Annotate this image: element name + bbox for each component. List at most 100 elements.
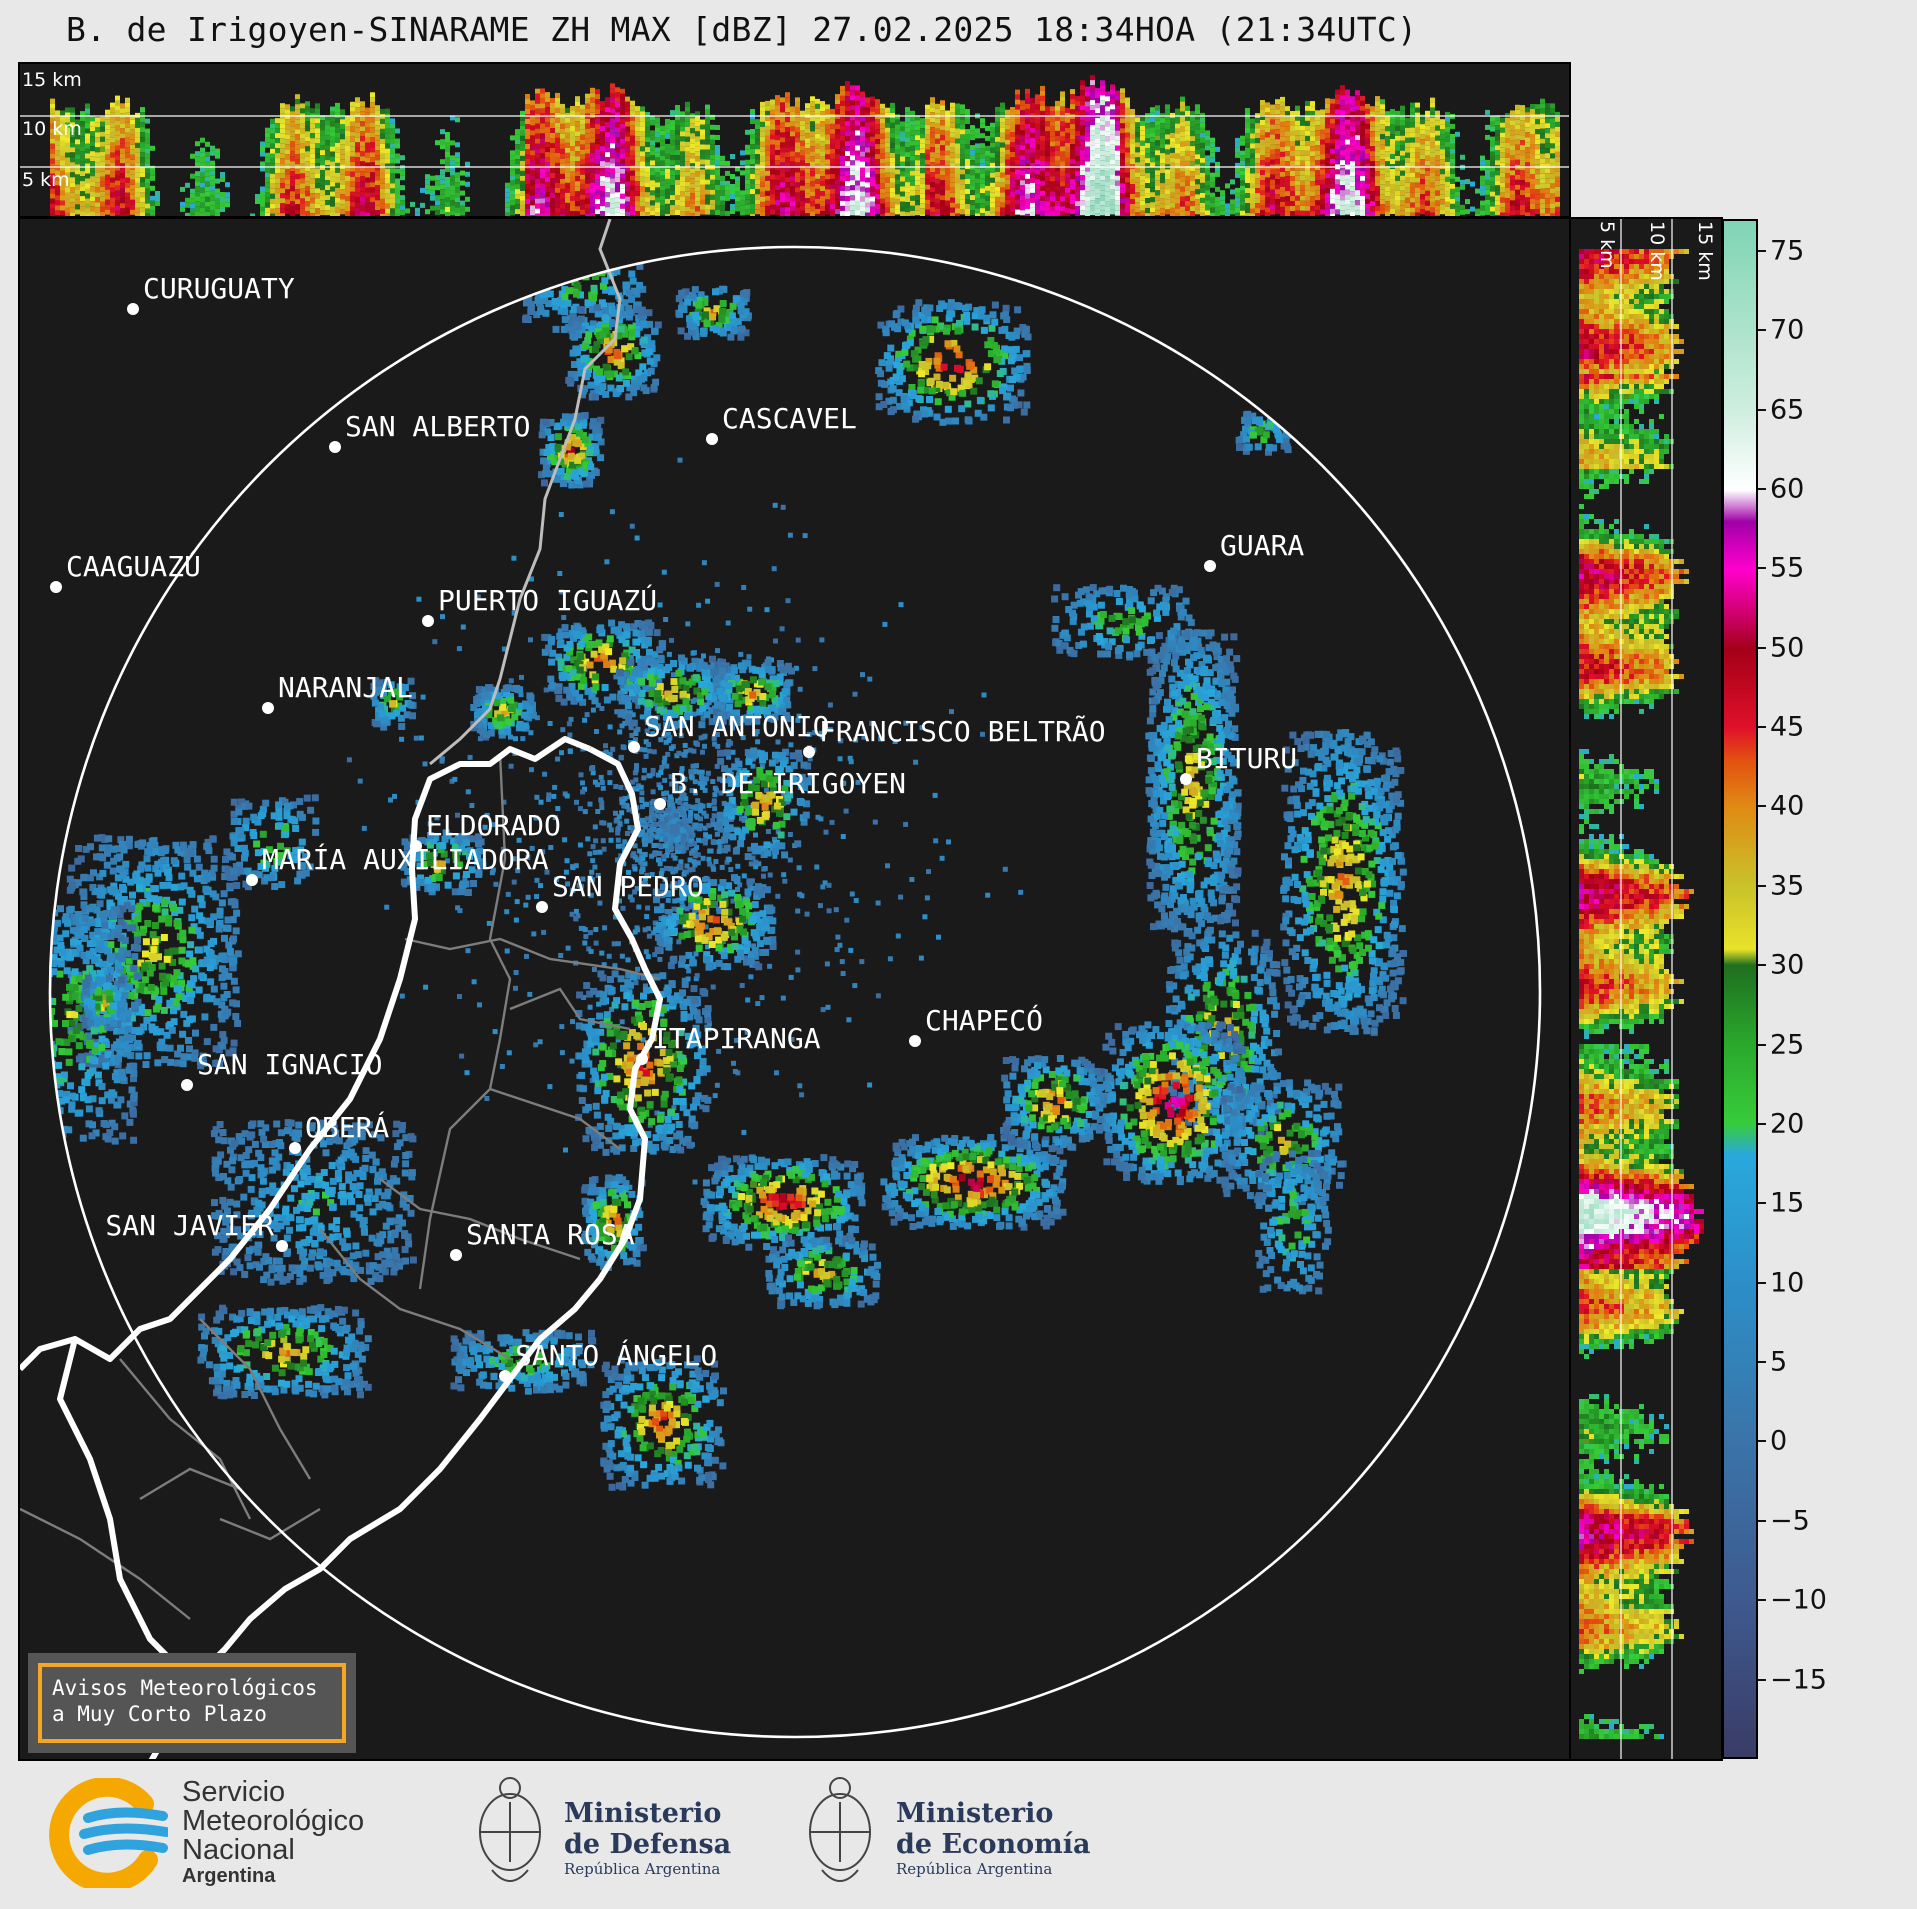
avisos-box[interactable]: Avisos Meteorológicos a Muy Corto Plazo: [28, 1653, 356, 1753]
province-boundaries: [20, 753, 661, 1620]
height-label-10km: 10 km: [22, 118, 82, 140]
city-label: SAN PEDRO: [552, 870, 704, 903]
city-dot: [289, 1142, 301, 1154]
city-label: SAN ANTONIO: [644, 710, 829, 743]
city-dot: [706, 433, 718, 445]
colorbar-tick-mark: [1758, 1122, 1766, 1125]
city-santo-ngelo: SANTO ÁNGELO: [499, 1338, 717, 1382]
coat-of-arms-icon: [809, 1777, 871, 1882]
radar-range-ring: [48, 245, 1542, 1739]
city-san-ignacio: SAN IGNACIO: [181, 1048, 382, 1091]
colorbar-tick-label: 20: [1770, 1108, 1804, 1139]
city-label: SANTA ROSA: [466, 1218, 635, 1251]
city-label: MARÍA AUXILIADORA: [262, 842, 549, 876]
radar-map-panel[interactable]: CURUGUATY SAN ALBERTO CASCAVEL CAAGUAZÚ GUAR…: [18, 217, 1571, 1761]
height-label-5km: 5 km: [22, 169, 70, 191]
city-dot: [50, 581, 62, 593]
colorbar-tick-label: 55: [1770, 553, 1804, 584]
colorbar-tick-mark: [1758, 1043, 1766, 1046]
country-border-south: [57, 1338, 193, 1682]
city-label: ELDORADO: [426, 809, 561, 842]
colorbar-tick-label: 10: [1770, 1267, 1804, 1298]
economia-text-2: de Economía: [896, 1829, 1090, 1860]
avisos-line-1: Avisos Meteorológicos: [52, 1675, 332, 1701]
city-chapec-: CHAPECÓ: [909, 1003, 1043, 1047]
east-west-section-panel: 5 km 10 km 15 km: [1569, 217, 1723, 1761]
colorbar-tick-mark: [1758, 805, 1766, 808]
colorbar-tick-label: 50: [1770, 632, 1804, 663]
map-title: B. de Irigoyen-SINARAME ZH MAX [dBZ] 27.…: [66, 10, 1417, 49]
section-echoes: [50, 75, 1560, 216]
city-label: NARANJAL: [278, 671, 413, 704]
city-san-javier: SAN JAVIER: [105, 1209, 288, 1252]
city-dot: [276, 1240, 288, 1252]
economia-logo: Ministerio de Economía República Argenti…: [800, 1762, 1100, 1902]
north-south-section-panel: 15 km 10 km 5 km: [18, 62, 1571, 218]
side-label-5km: 5 km: [1596, 221, 1618, 269]
colorbar-tick-mark: [1758, 884, 1766, 887]
colorbar-tick-mark: [1758, 1281, 1766, 1284]
city-dot: [1180, 773, 1192, 785]
coat-of-arms-icon: [479, 1777, 541, 1882]
city-label: SAN IGNACIO: [197, 1048, 382, 1081]
country-border-west: [20, 736, 592, 1372]
city-dot: [422, 615, 434, 627]
colorbar-tick-label: 5: [1770, 1347, 1787, 1378]
city-label: BITURU: [1196, 742, 1297, 775]
colorbar-tick-label: −10: [1770, 1585, 1827, 1616]
smn-text-4: Argentina: [182, 1865, 364, 1887]
city-san-pedro: SAN PEDRO: [536, 870, 704, 913]
city-markers: CURUGUATY SAN ALBERTO CASCAVEL CAAGUAZÚ GUAR…: [50, 272, 1304, 1382]
smn-logo-icon: [49, 1778, 168, 1888]
reflectivity-echoes: [50, 247, 1407, 1491]
height-label-15km: 15 km: [22, 69, 82, 91]
colorbar-tick-mark: [1758, 1361, 1766, 1364]
defensa-text-3: República Argentina: [564, 1860, 731, 1878]
colorbar-tick-label: 65: [1770, 394, 1804, 425]
defensa-text-1: Ministerio: [564, 1798, 731, 1829]
city-curuguaty: CURUGUATY: [127, 272, 295, 315]
city-label: CASCAVEL: [722, 402, 857, 435]
colorbar-tick-label: 15: [1770, 1188, 1804, 1219]
city-mar-a-auxiliadora: MARÍA AUXILIADORA: [246, 842, 549, 886]
smn-text-1: Servicio: [182, 1778, 364, 1807]
colorbar-tick-mark: [1758, 726, 1766, 729]
city-bituru: BITURU: [1180, 742, 1297, 785]
defensa-logo: Ministerio de Defensa República Argentin…: [470, 1762, 770, 1902]
avisos-line-2: a Muy Corto Plazo: [52, 1701, 332, 1727]
smn-logo: Servicio Meteorológico Nacional Argentin…: [48, 1778, 408, 1888]
colorbar-tick-label: 60: [1770, 473, 1804, 504]
colorbar-tick-mark: [1758, 567, 1766, 570]
country-border: [148, 746, 663, 1759]
radar-map-svg: CURUGUATY SAN ALBERTO CASCAVEL CAAGUAZÚ GUAR…: [20, 219, 1542, 1759]
city-itapiranga: ITAPIRANGA: [636, 1022, 821, 1065]
smn-text-2: Meteorológico: [182, 1807, 364, 1836]
city-dot: [499, 1370, 511, 1382]
colorbar-tick-mark: [1758, 1599, 1766, 1602]
city-caaguaz-: CAAGUAZÚ: [50, 549, 201, 593]
city-dot: [536, 901, 548, 913]
city-dot: [450, 1249, 462, 1261]
smn-text-3: Nacional: [182, 1836, 364, 1865]
colorbar-tick-label: 75: [1770, 235, 1804, 266]
colorbar-tick-mark: [1758, 646, 1766, 649]
city-eldorado: ELDORADO: [410, 809, 561, 852]
economia-text-3: República Argentina: [896, 1860, 1090, 1878]
city-label: SANTO ÁNGELO: [515, 1338, 717, 1372]
city-dot: [1204, 560, 1216, 572]
city-dot: [410, 840, 422, 852]
parana-river: [429, 219, 622, 766]
city-san-alberto: SAN ALBERTO: [329, 410, 530, 453]
defensa-text-2: de Defensa: [564, 1829, 731, 1860]
colorbar-tick-label: 70: [1770, 315, 1804, 346]
colorbar-tick-label: −15: [1770, 1664, 1827, 1695]
city-label: CHAPECÓ: [925, 1003, 1043, 1037]
city-dot: [628, 741, 640, 753]
colorbar-tick-mark: [1758, 1440, 1766, 1443]
colorbar-tick-label: 40: [1770, 791, 1804, 822]
city-naranjal: NARANJAL: [262, 671, 413, 714]
city-label: B. DE IRIGOYEN: [670, 767, 906, 800]
colorbar-tick-mark: [1758, 964, 1766, 967]
side-label-15km: 15 km: [1694, 221, 1716, 281]
city-label: PUERTO IGUAZÚ: [438, 583, 657, 617]
